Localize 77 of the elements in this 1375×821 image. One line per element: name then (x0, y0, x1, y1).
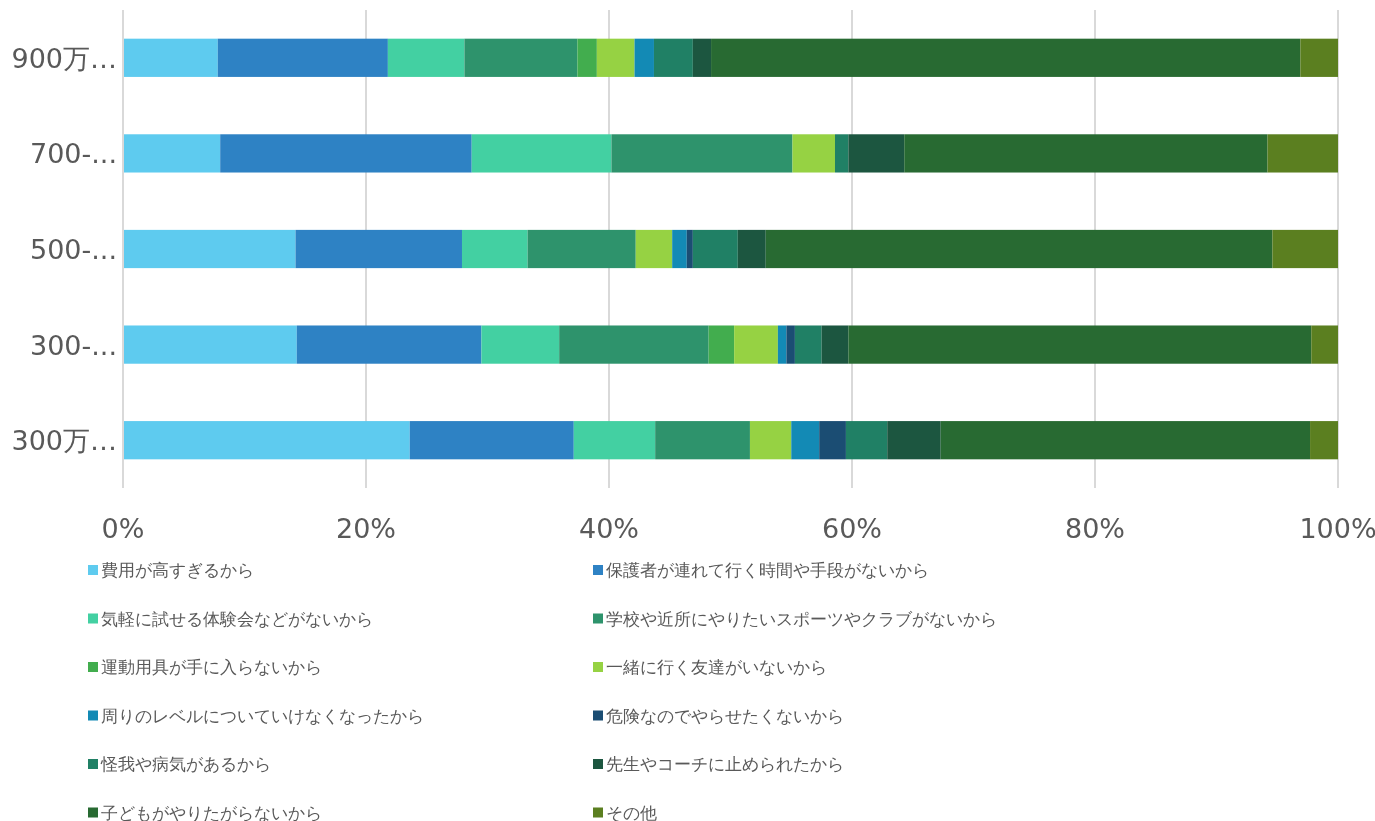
bar (749, 421, 792, 460)
bar (821, 325, 849, 364)
bar (887, 421, 941, 460)
bar (845, 421, 888, 460)
bar (1310, 421, 1339, 460)
legend-label: 危険なのでやらせたくないから (606, 705, 844, 726)
legend-label: 怪我や病気があるから (100, 754, 271, 774)
bar (295, 229, 462, 269)
bar (1267, 134, 1338, 173)
bar (819, 421, 846, 460)
legend-label: その他 (606, 802, 657, 821)
bar (123, 134, 221, 173)
bar (708, 325, 735, 364)
legend-label: 気軽に試せる体験会などがないから (101, 608, 373, 629)
bar (791, 421, 820, 460)
bar (1311, 325, 1338, 364)
bar (634, 38, 654, 77)
x-tick-label: 60% (821, 513, 883, 544)
bar (611, 134, 793, 173)
bar (711, 38, 1301, 77)
y-tick-label: 500-... (29, 234, 117, 265)
x-tick-label: 100% (1299, 513, 1375, 544)
bar (734, 325, 778, 364)
x-tick-label: 80% (1064, 513, 1126, 544)
x-tick-label: 0% (101, 513, 145, 544)
legend-label: 子どもがやりたがらないから (101, 802, 322, 821)
bar (123, 38, 218, 77)
bar (577, 38, 597, 77)
bar (1272, 229, 1338, 269)
bar (464, 38, 578, 77)
bar (123, 325, 297, 364)
x-tick-label: 40% (578, 513, 640, 544)
bar (794, 325, 822, 364)
bar (765, 229, 1273, 269)
bar (409, 421, 574, 460)
bar (481, 325, 560, 364)
bar (596, 38, 635, 77)
bar (653, 38, 693, 77)
bar (655, 421, 750, 460)
bar (635, 229, 673, 269)
bar (792, 134, 835, 173)
bar (123, 421, 410, 460)
bar (461, 229, 528, 269)
bar (217, 38, 388, 77)
bar (672, 229, 687, 269)
legend-label: 学校や近所にやりたいスポーツやクラブがないから (606, 608, 997, 629)
bar (777, 325, 787, 364)
y-tick-label: 700-... (29, 138, 117, 170)
y-tick-label: 300-... (29, 329, 117, 361)
bar (737, 229, 766, 269)
legend-label: 先生やコーチに止められたから (606, 754, 844, 774)
x-tick-label: 20% (335, 513, 397, 544)
bar (904, 134, 1268, 173)
bar (848, 325, 1312, 364)
bar (940, 421, 1311, 460)
legend-label: 運動用具が手に入らないから (101, 657, 322, 677)
bar (686, 229, 693, 269)
bar (559, 325, 709, 364)
legend-label: 一緒に行く友達がいないから (606, 657, 827, 677)
bar (296, 325, 482, 364)
bar (573, 421, 656, 460)
bar (1300, 38, 1338, 77)
bar (220, 134, 472, 173)
legend-label: 費用が高すぎるから (101, 560, 254, 580)
bar (834, 134, 849, 173)
bar (471, 134, 612, 173)
legend-label: 保護者が連れて行く時間や手段がないから (606, 560, 929, 580)
bar (692, 229, 738, 269)
y-tick-label: 300万… (11, 425, 117, 457)
bar (786, 325, 795, 364)
legend-label: 周りのレベルについていけなくなったから (101, 705, 424, 726)
bar (123, 229, 296, 269)
y-tick-label: 900万… (11, 42, 117, 74)
bar (527, 229, 636, 269)
bar (387, 38, 465, 77)
bar (848, 134, 905, 173)
bar (692, 38, 712, 77)
